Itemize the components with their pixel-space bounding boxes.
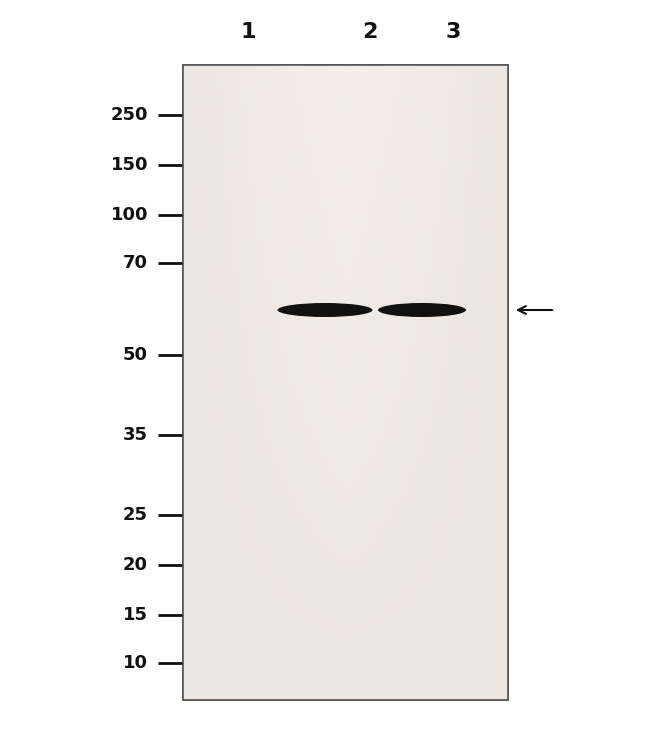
- Text: 3: 3: [445, 22, 461, 42]
- Bar: [183, 65, 508, 700]
- Text: 20: 20: [123, 556, 148, 574]
- Text: 25: 25: [123, 506, 148, 524]
- Text: 150: 150: [111, 156, 148, 174]
- Text: 35: 35: [123, 426, 148, 444]
- Text: 15: 15: [123, 606, 148, 624]
- Text: 50: 50: [123, 346, 148, 364]
- Bar: [183, 65, 508, 700]
- Text: 2: 2: [362, 22, 378, 42]
- Ellipse shape: [378, 303, 466, 317]
- Text: 250: 250: [111, 106, 148, 124]
- Text: 1: 1: [240, 22, 255, 42]
- Text: 70: 70: [123, 254, 148, 272]
- Text: 10: 10: [123, 654, 148, 672]
- Text: 100: 100: [111, 206, 148, 224]
- Ellipse shape: [278, 303, 372, 317]
